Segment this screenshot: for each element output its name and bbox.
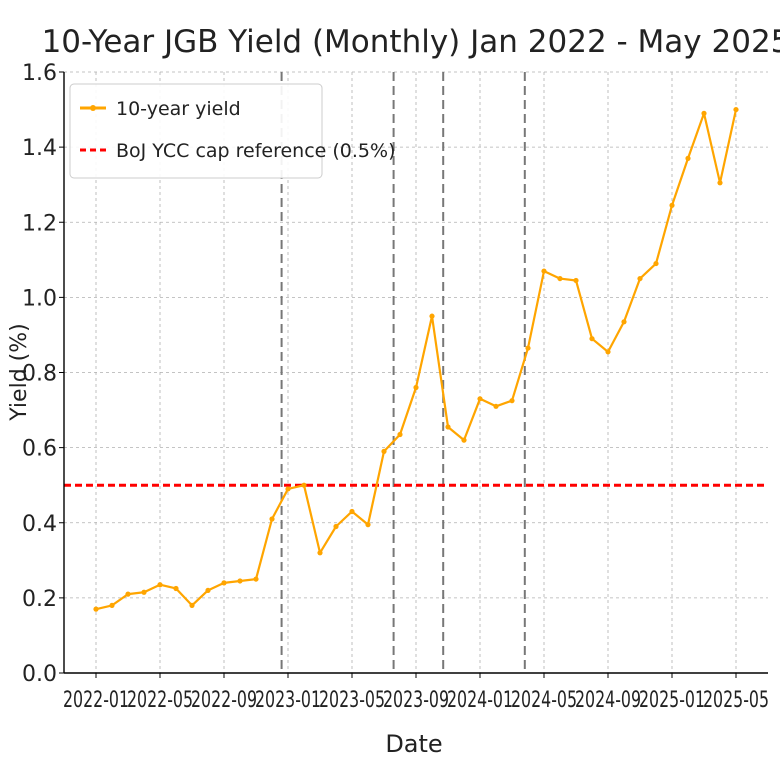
grid (64, 71, 768, 674)
yield-point-2024-01 (477, 396, 483, 402)
yield-point-2022-01 (93, 606, 99, 612)
legend-label-cap: BoJ YCC cap reference (0.5%) (116, 140, 396, 162)
yield-point-2024-08 (589, 336, 595, 342)
x-axis-label: Date (385, 730, 442, 758)
yield-point-2023-04 (333, 523, 339, 530)
yield-point-2023-01 (285, 486, 291, 492)
x-tick-label-5: 2023-09 (383, 688, 449, 713)
yield-point-2022-08 (205, 587, 211, 593)
x-tick-label-4: 2023-05 (319, 688, 385, 713)
y-ticks: 0.0 0.2 0.4 0.6 0.8 1.0 1.2 1.4 1.6 (22, 61, 64, 687)
y-tick-label-5: 1.0 (22, 286, 57, 311)
yield-point-2023-09 (413, 384, 419, 391)
yield-point-2022-12 (269, 516, 275, 522)
x-tick-label-10: 2025-05 (703, 688, 769, 713)
yield-point-2023-03 (317, 550, 323, 556)
y-tick-label-4: 0.8 (22, 362, 57, 387)
yield-point-2022-05 (157, 582, 163, 588)
yield-point-2023-08 (397, 431, 403, 438)
yield-point-2025-05 (733, 106, 739, 113)
yield-point-2024-09 (605, 349, 611, 355)
legend-swatch-marker (90, 105, 96, 111)
y-axis-label: Yield (%) (7, 323, 32, 421)
x-tick-label-8: 2024-09 (575, 688, 641, 713)
yield-point-2022-09 (221, 580, 227, 586)
legend-label-yield: 10-year yield (116, 98, 241, 120)
yield-point-2024-06 (557, 275, 563, 282)
yield-point-2022-07 (189, 602, 195, 608)
legend-frame (69, 83, 323, 179)
yield-point-2024-02 (493, 403, 499, 409)
yield-point-2022-11 (253, 576, 259, 582)
y-tick-label-1: 0.2 (22, 587, 57, 612)
legend: 10-year yield BoJ YCC cap reference (0.5… (69, 83, 396, 179)
yield-point-2025-03 (701, 110, 707, 116)
x-tick-label-1: 2022-05 (127, 688, 193, 713)
y-tick-label-2: 0.4 (22, 512, 57, 537)
chart-title: 10-Year JGB Yield (Monthly) Jan 2022 - M… (42, 24, 780, 60)
y-tick-label-0: 0.0 (22, 662, 57, 687)
x-tick-label-3: 2023-01 (255, 688, 321, 713)
x-ticks: 2022-012022-052022-092023-012023-052023-… (63, 673, 769, 713)
yield-point-2022-10 (237, 578, 243, 584)
series-group (93, 106, 739, 612)
yield-point-2024-05 (541, 268, 547, 274)
yield-point-2023-06 (365, 522, 371, 528)
yield-point-2023-02 (301, 482, 307, 488)
x-tick-label-6: 2024-01 (447, 688, 513, 713)
y-tick-label-8: 1.6 (22, 61, 57, 86)
y-tick-label-7: 1.4 (22, 136, 57, 161)
yield-point-2024-10 (621, 319, 627, 325)
yield-point-2023-10 (429, 313, 435, 319)
yield-point-2023-05 (349, 508, 355, 515)
y-tick-label-6: 1.2 (22, 211, 57, 236)
yield-point-2023-12 (461, 437, 467, 443)
yield-point-2024-07 (573, 277, 579, 284)
yield-point-2023-07 (381, 448, 387, 454)
x-tick-label-0: 2022-01 (63, 688, 129, 713)
yield-point-2025-02 (685, 155, 691, 161)
yield-point-2022-02 (109, 602, 115, 608)
x-tick-label-9: 2025-01 (639, 688, 705, 713)
yield-point-2025-01 (669, 202, 675, 208)
yield-point-2024-03 (509, 398, 515, 404)
yield-point-2024-12 (653, 260, 659, 267)
x-tick-label-2: 2022-09 (191, 688, 257, 713)
yield-point-2025-04 (717, 180, 723, 186)
yield-point-2022-06 (173, 585, 179, 592)
yield-point-2023-11 (445, 424, 451, 430)
yield-point-2022-04 (141, 589, 147, 595)
y-tick-label-3: 0.6 (22, 437, 57, 462)
yield-point-2024-04 (525, 345, 531, 351)
x-tick-label-7: 2024-05 (511, 688, 577, 713)
yield-point-2022-03 (125, 591, 131, 597)
yield-point-2024-11 (637, 275, 643, 282)
